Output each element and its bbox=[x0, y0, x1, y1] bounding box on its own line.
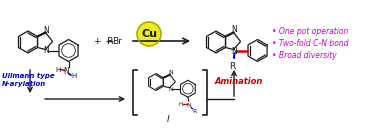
Text: H: H bbox=[55, 67, 60, 72]
Text: • Two-fold C-N bond: • Two-fold C-N bond bbox=[272, 39, 349, 48]
Text: H: H bbox=[179, 102, 183, 107]
Text: Ullmann type
N-arylation: Ullmann type N-arylation bbox=[2, 73, 55, 87]
Text: N: N bbox=[232, 46, 237, 55]
Text: H: H bbox=[71, 74, 76, 79]
Text: I: I bbox=[167, 114, 169, 124]
Text: N: N bbox=[168, 87, 173, 92]
Text: N: N bbox=[168, 70, 173, 75]
Text: R: R bbox=[193, 109, 197, 114]
Circle shape bbox=[137, 22, 161, 46]
Text: N: N bbox=[43, 26, 50, 35]
Text: N: N bbox=[43, 46, 50, 55]
Text: N: N bbox=[232, 25, 237, 34]
Text: • Broad diversity: • Broad diversity bbox=[272, 51, 337, 60]
Text: Cu: Cu bbox=[141, 29, 157, 39]
Text: Amination: Amination bbox=[215, 77, 263, 86]
Text: • One pot operation: • One pot operation bbox=[272, 27, 349, 36]
Text: +  R: + R bbox=[94, 37, 113, 46]
Text: N: N bbox=[186, 103, 191, 108]
Text: N: N bbox=[64, 67, 70, 76]
Text: R: R bbox=[229, 62, 235, 71]
Text: Br: Br bbox=[112, 37, 122, 46]
